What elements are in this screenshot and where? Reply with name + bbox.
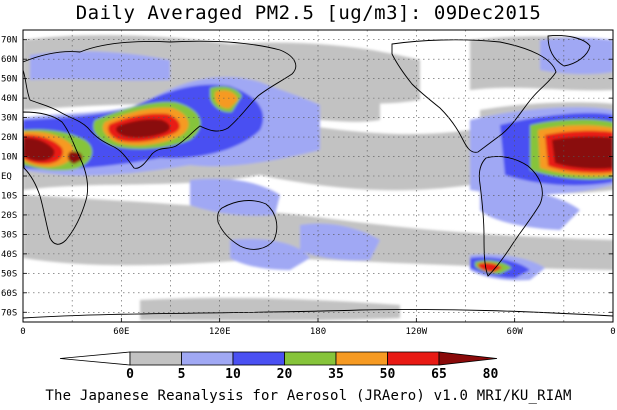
map-grid — [23, 30, 613, 322]
north-america-outline — [391, 39, 557, 153]
colorbar-label: 50 — [380, 367, 396, 382]
dataset-caption: The Japanese Reanalysis for Aerosol (JRA… — [45, 388, 572, 404]
colorbar-segment — [284, 351, 337, 366]
eurasia-outline — [23, 40, 297, 169]
australia-outline — [217, 200, 278, 250]
colorbar-arrow-low — [59, 351, 131, 366]
colorbar-label: 0 — [126, 367, 134, 382]
colorbar-label: 20 — [277, 367, 293, 382]
lat-label: 40N — [1, 94, 17, 104]
africa-outline — [23, 111, 89, 245]
lat-label: 70S — [1, 308, 17, 318]
colorbar-label: 65 — [431, 367, 447, 382]
greenland-outline — [547, 35, 591, 67]
lon-label: 180 — [310, 327, 326, 337]
lat-label: EQ — [1, 172, 12, 182]
antarctica-outline — [23, 309, 613, 319]
lon-label: 120E — [209, 327, 231, 337]
lon-label: 60W — [507, 327, 524, 337]
colorbar — [59, 351, 498, 366]
lat-label: 30N — [1, 114, 17, 124]
latitude-labels: 70N 60N 50N 40N 30N 20N 10N EQ 10S 20S 30S 40S 50S 60… — [1, 36, 17, 319]
lat-label: 10S — [1, 191, 17, 201]
pm25-band-darkred — [23, 119, 613, 169]
lat-label: 60S — [1, 289, 17, 299]
lat-label: 40S — [1, 250, 17, 260]
lon-label: 0 — [610, 327, 615, 337]
colorbar-arrow-high — [438, 351, 498, 366]
colorbar-segment — [181, 351, 234, 366]
colorbar-segment — [335, 351, 388, 366]
colorbar-label: 35 — [328, 367, 344, 382]
lat-label: 50N — [1, 75, 17, 85]
lat-label: 10N — [1, 153, 17, 163]
colorbar-label: 5 — [178, 367, 186, 382]
lat-label: 20N — [1, 133, 17, 143]
lat-label: 20S — [1, 211, 17, 221]
colorbar-segment — [232, 351, 285, 366]
colorbar-labels: 0 5 10 20 35 50 65 80 — [126, 367, 498, 382]
map-title: Daily Averaged PM2.5 [ug/m3]: 09Dec2015 — [75, 2, 542, 24]
lat-label: 60N — [1, 55, 17, 65]
lon-label: 0 — [20, 327, 25, 337]
lat-label: 70N — [1, 36, 17, 46]
lon-label: 60E — [113, 327, 129, 337]
colorbar-segment — [129, 351, 182, 366]
lat-label: 30S — [1, 230, 17, 240]
colorbar-label: 10 — [225, 367, 241, 382]
lon-label: 120W — [405, 327, 427, 337]
colorbar-label: 80 — [483, 367, 499, 382]
colorbar-segment — [387, 351, 440, 366]
longitude-labels: 0 60E 120E 180 120W 60W 0 — [20, 327, 615, 337]
lat-label: 50S — [1, 269, 17, 279]
coastlines — [23, 35, 613, 319]
south-america-outline — [478, 155, 543, 277]
